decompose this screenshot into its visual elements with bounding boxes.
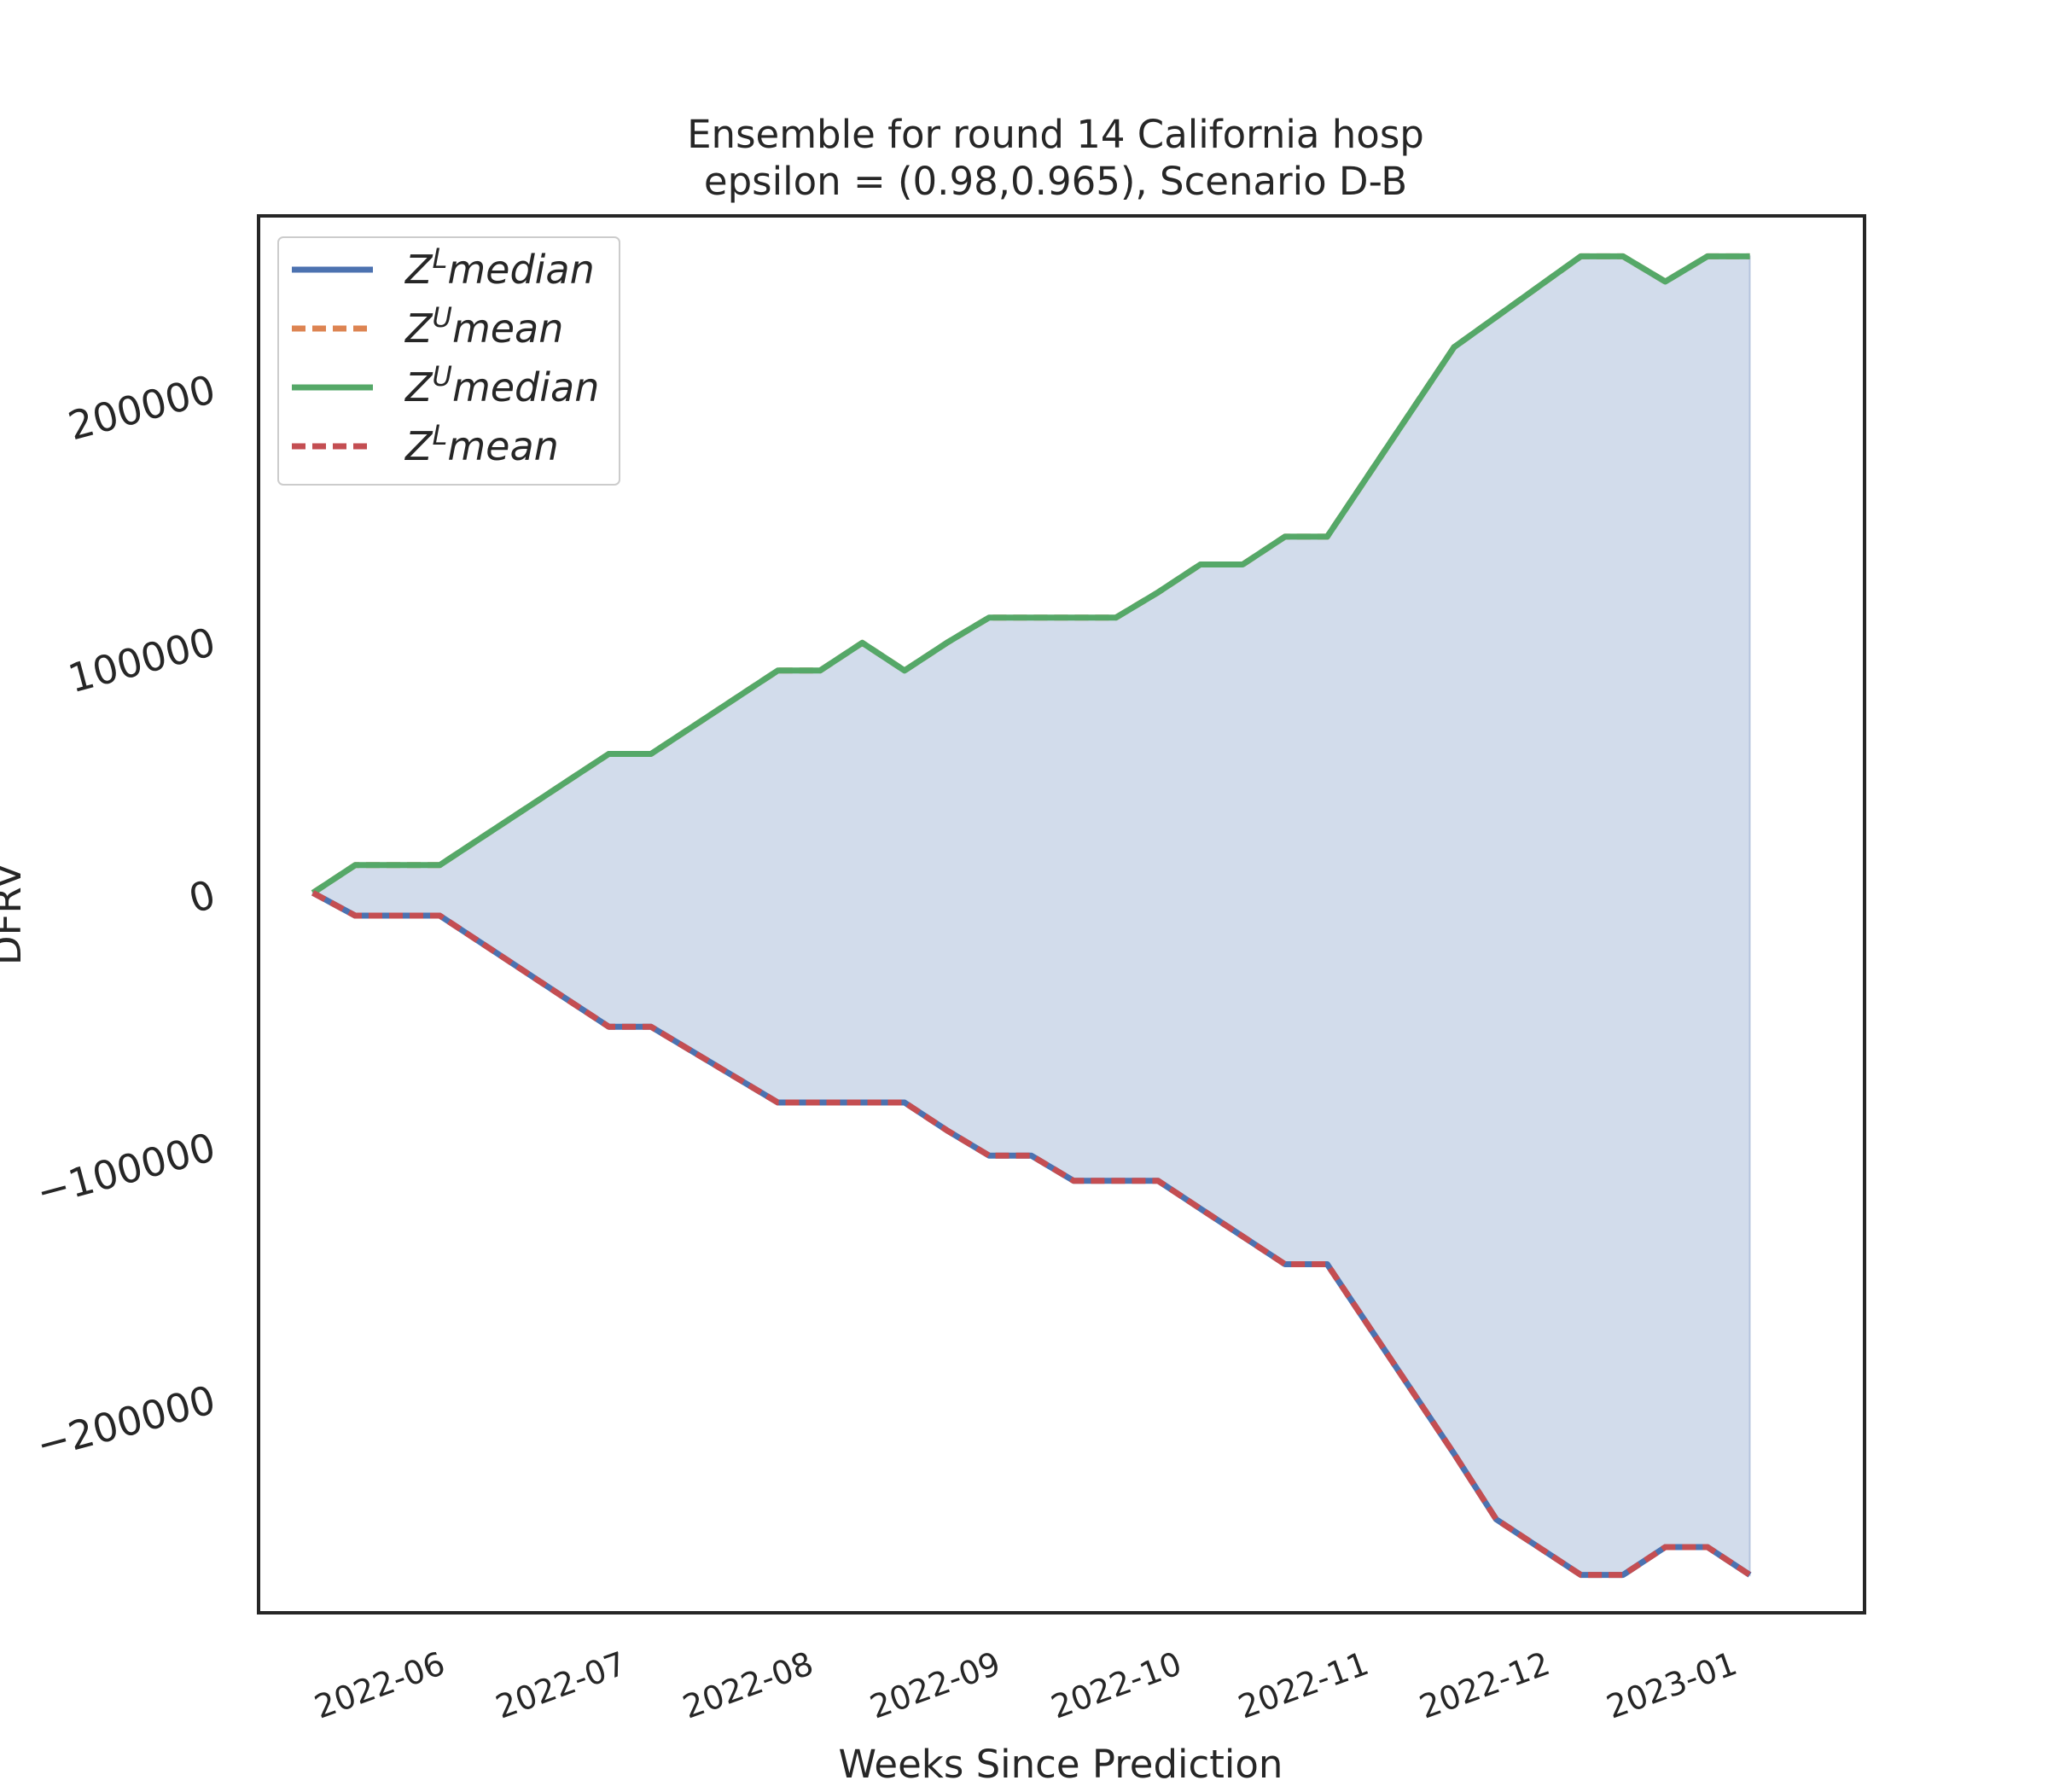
y-tick-label: −100000 [32,1124,220,1216]
x-tick-label: 2022-08 [678,1644,817,1726]
x-tick-label: 2022-10 [1046,1644,1186,1726]
chart-title-line1: Ensemble for round 14 California hosp [687,112,1424,157]
y-tick-label: 0 [184,871,220,922]
y-tick-label: −200000 [32,1376,220,1469]
legend-label: ZUmedian [404,360,599,410]
x-axis-ticks: 2022-06 2022-07 2022-08 2022-09 2022-10 2022-… [310,1644,1742,1726]
legend: ZLmedian ZUmean ZUmedian ZLmean [277,236,620,486]
x-tick-label: 2023-01 [1602,1644,1742,1726]
x-tick-label: 2022-07 [491,1644,631,1726]
chart-title-line2: epsilon = (0.98,0.965), Scenario D-B [704,159,1407,204]
x-axis-label: Weeks Since Prediction [839,1742,1283,1787]
series-line-3 [311,890,1752,1579]
x-tick-label: 2022-09 [865,1644,1005,1726]
plot-frame [257,214,1866,1615]
x-tick-label: 2022-06 [310,1644,450,1726]
x-tick-label: 2022-12 [1415,1644,1555,1726]
legend-label: ZUmean [404,301,563,352]
y-tick-label: 100000 [63,619,220,702]
x-tick-label: 2022-11 [1233,1644,1373,1726]
legend-label: ZLmedian [404,242,595,293]
plot-area [311,253,1752,1579]
y-tick-label: 200000 [63,366,220,450]
legend-box [277,236,620,486]
y-axis-ticks: 200000 100000 0 −100000 −200000 [32,366,220,1469]
y-axis-label: DFRV [0,863,30,965]
legend-label: ZLmean [404,419,559,469]
series-line-2 [311,253,1750,896]
